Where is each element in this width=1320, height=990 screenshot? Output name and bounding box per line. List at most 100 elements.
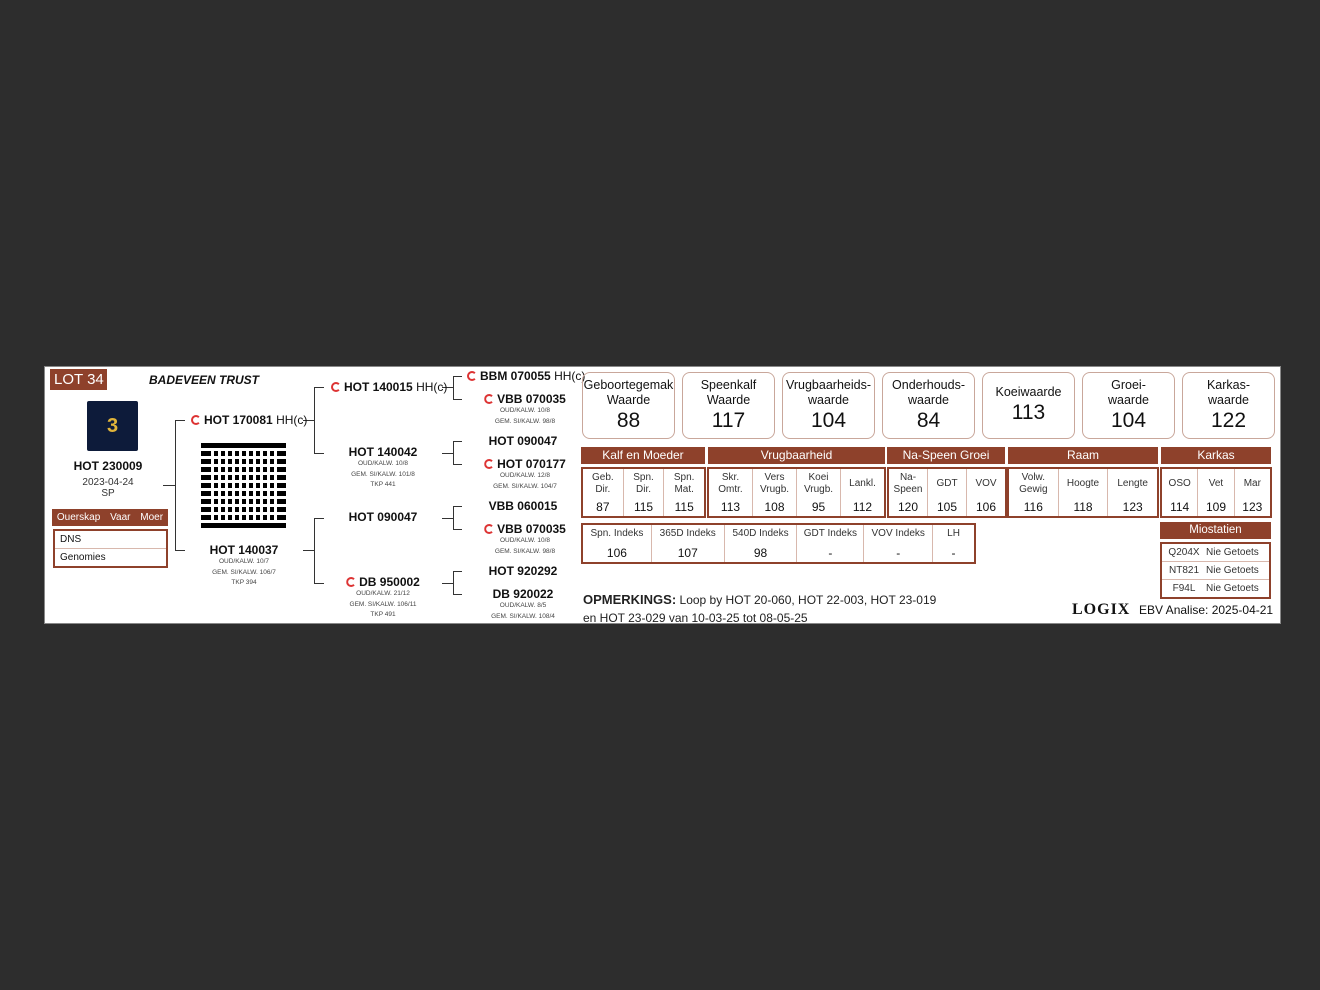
- sire: HOT 170081 HH(c): [191, 413, 307, 427]
- trait-cell: Koei Vrugb. 95: [797, 469, 841, 516]
- remarks-line: Loop by HOT 20-060, HOT 22-003, HOT 23-0…: [679, 593, 937, 607]
- trait-value: 112: [852, 500, 873, 514]
- trait-value: 113: [720, 500, 741, 514]
- mutation-code: F94L: [1172, 583, 1196, 594]
- index-value: -: [951, 546, 956, 560]
- trait-cell: Lengte 123: [1108, 469, 1157, 516]
- trait-label: GDT: [936, 478, 958, 489]
- trait-label: Mar: [1243, 478, 1261, 489]
- trait-label: Spn. Dir.: [633, 472, 654, 495]
- summary-label: waarde: [808, 392, 849, 407]
- group-header: Karkas: [1161, 447, 1271, 464]
- analysis-date: EBV Analise: 2025-04-21: [1139, 603, 1274, 617]
- genomic-icon: [331, 382, 341, 392]
- parentage-col: Vaar: [110, 512, 131, 523]
- trait-value: 123: [1122, 500, 1143, 514]
- sss-id: BBM 070055: [480, 369, 551, 383]
- summary-box: Karkas-waarde 122: [1182, 372, 1275, 439]
- trait-value: 118: [1073, 500, 1093, 514]
- index-value: 106: [606, 546, 627, 560]
- trait-label: Vers Vrugb.: [759, 472, 790, 495]
- sdd-info: OUD/KALW. 12/8: [499, 472, 551, 479]
- summary-box: Koeiwaarde 113: [982, 372, 1075, 439]
- trait-cell: Na- Speen 120: [889, 469, 928, 516]
- trait-value: 109: [1205, 500, 1226, 514]
- trait-value: 120: [897, 500, 919, 514]
- trait-value: 105: [936, 500, 958, 514]
- index-label: 540D Indeks: [732, 528, 789, 539]
- trait-cell: OSO 114: [1162, 469, 1199, 516]
- summary-box: Vrugbaarheids-waarde 104: [782, 372, 875, 439]
- index-value: 98: [753, 546, 768, 560]
- ddd-info: OUD/KALW. 8/5: [499, 602, 547, 609]
- lot-badge: LOT 34: [50, 369, 107, 390]
- trait-label: OSO: [1168, 478, 1191, 489]
- qr-code[interactable]: [201, 442, 286, 528]
- dam-id: HOT 140037: [209, 543, 279, 557]
- mutation-code: NT821: [1168, 565, 1199, 576]
- summary-label: waarde: [908, 392, 949, 407]
- trait-value: 115: [674, 500, 694, 514]
- breeder-logo: 3: [87, 401, 138, 451]
- summary-label: Waarde: [606, 392, 651, 407]
- sss-hh: HH(c): [554, 369, 586, 383]
- ssd: VBB 070035 OUD/KALW. 10/8 GEM. SI/KALW. 98…: [484, 392, 566, 427]
- sdd-id: HOT 070177: [497, 457, 566, 471]
- trait-label: Skr. Omtr.: [718, 472, 743, 495]
- trait-cell: Vet 109: [1198, 469, 1235, 516]
- summary-label: Waarde: [706, 392, 751, 407]
- index-label: VOV Indeks: [871, 528, 925, 539]
- trait-value: 115: [633, 500, 654, 514]
- trait-label: Volw. Gewig: [1019, 472, 1048, 495]
- ssd-info: GEM. SI/KALW. 98/8: [494, 417, 556, 425]
- dd-info: GEM. SI/KALW. 106/11: [349, 600, 417, 608]
- trait-cell: Geb. Dir. 87: [583, 469, 624, 516]
- trait-cell: Lankl. 112: [841, 469, 884, 516]
- trait-value: 95: [811, 500, 826, 514]
- trait-value: 87: [596, 500, 610, 514]
- parentage-table: DNS Genomies: [53, 529, 168, 568]
- genomic-icon: [484, 394, 495, 404]
- dam: HOT 140037 OUD/KALW. 10/7 GEM. SI/KALW. 10…: [210, 543, 279, 589]
- dsd: VBB 070035 OUD/KALW. 10/8 GEM. SI/KALW. 98…: [484, 522, 566, 557]
- parentage-header: Ouerskap Vaar Moer: [52, 509, 168, 526]
- remarks-line: en HOT 23-029 van 10-03-25 tot 08-05-25: [583, 611, 808, 625]
- miostatien-header: Miostatien: [1160, 522, 1271, 539]
- summary-box: Onderhouds-waarde 84: [882, 372, 975, 439]
- animal-code: SP: [101, 488, 115, 499]
- animal-date: 2023-04-24: [82, 477, 134, 488]
- index-value: 107: [677, 546, 698, 560]
- trait-cell: Volw. Gewig 116: [1009, 469, 1059, 516]
- trait-value: 123: [1242, 500, 1263, 514]
- dam-sire: HOT 090047: [348, 510, 418, 524]
- animal-id: HOT 230009: [73, 459, 143, 473]
- trait-label: Lankl.: [849, 478, 876, 489]
- sds: HOT 090047: [488, 434, 558, 448]
- genomic-icon: [191, 415, 201, 425]
- summary-value: 117: [711, 408, 746, 432]
- index-label: Spn. Indeks: [590, 528, 644, 539]
- dsd-info: OUD/KALW. 10/8: [499, 537, 551, 544]
- summary-label: Geboortegemak: [583, 377, 674, 392]
- dss: VBB 060015: [488, 499, 558, 513]
- sire-sire: HOT 140015 HH(c): [331, 380, 447, 394]
- trait-cell: Hoogte 118: [1059, 469, 1109, 516]
- summary-label: Koeiwaarde: [995, 385, 1062, 399]
- trait-cell: Mar 123: [1235, 469, 1270, 516]
- sd-id: HOT 140042: [348, 445, 418, 459]
- index-label: GDT Indeks: [803, 528, 857, 539]
- summary-label: Onderhouds-: [892, 377, 965, 392]
- trait-table: Volw. Gewig 116 Hoogte 118 Lengte 123: [1007, 467, 1159, 518]
- trait-label: Koei Vrugb.: [803, 472, 834, 495]
- trait-table: OSO 114 Vet 109 Mar 123: [1160, 467, 1272, 518]
- index-value: -: [828, 546, 833, 560]
- group-header: Kalf en Moeder: [581, 447, 705, 464]
- mutation-code: Q204X: [1168, 547, 1200, 558]
- genomic-icon: [484, 524, 495, 534]
- index-cell: 365D Indeks 107: [652, 525, 725, 562]
- parentage-col: Moer: [140, 512, 164, 523]
- ss-id: HOT 140015: [344, 380, 413, 394]
- dam-info: GEM. SI/KALW. 106/7: [212, 568, 276, 576]
- trait-label: VOV: [975, 478, 997, 489]
- mutation-status: Nie Getoets: [1206, 547, 1259, 558]
